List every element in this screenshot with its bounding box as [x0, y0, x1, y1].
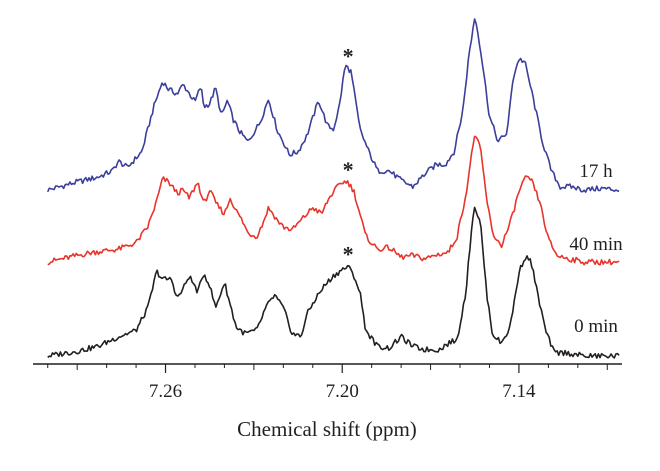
series-line-17-h	[46, 18, 620, 193]
peak-marker-0-min: *	[343, 241, 354, 266]
trace-label-17-h: 17 h	[579, 161, 613, 182]
trace-label-0-min: 0 min	[574, 316, 618, 337]
series-line-40-min	[47, 135, 620, 266]
x-axis-title: Chemical shift (ppm)	[237, 417, 417, 441]
peak-markers: * * *	[343, 43, 354, 266]
x-tick-label: 7.26	[149, 381, 182, 402]
trace-label-40-min: 40 min	[569, 234, 623, 255]
x-tick-label: 7.14	[502, 381, 536, 402]
trace-labels: 17 h 40 min 0 min	[569, 161, 623, 337]
x-axis-ticks: 7.26 7.20 7.14	[47, 364, 608, 402]
series-line-0-min	[47, 206, 620, 359]
x-tick-label: 7.20	[326, 381, 359, 402]
peak-marker-17-h: *	[343, 43, 354, 68]
spectrum-traces	[46, 18, 620, 359]
peak-marker-40-min: *	[343, 157, 354, 182]
